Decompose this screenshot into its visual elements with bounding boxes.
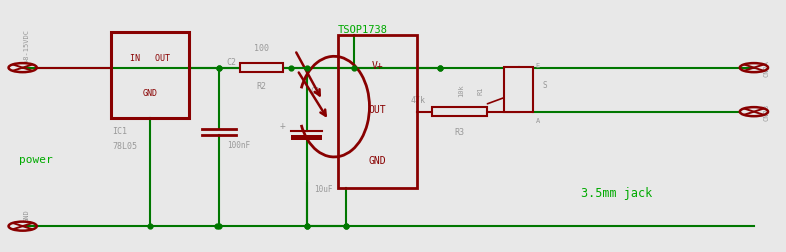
Text: 47k: 47k — [410, 95, 425, 104]
Text: R1: R1 — [478, 86, 484, 94]
Text: TSOP1738: TSOP1738 — [338, 25, 388, 35]
Bar — [432, 108, 487, 117]
Text: IN   OUT: IN OUT — [130, 54, 170, 63]
Text: R3: R3 — [454, 128, 465, 137]
Bar — [111, 33, 189, 118]
Bar — [505, 68, 533, 113]
Text: +8-15VDC: +8-15VDC — [24, 29, 30, 63]
Bar — [338, 36, 417, 189]
Text: R2: R2 — [256, 81, 266, 90]
Text: OUT: OUT — [369, 104, 386, 114]
Text: C1: C1 — [310, 86, 321, 96]
Text: S: S — [542, 81, 547, 90]
Text: CN2B: CN2B — [763, 104, 769, 121]
Text: 10k: 10k — [458, 84, 465, 97]
Text: GND: GND — [24, 208, 30, 221]
Bar — [240, 64, 283, 73]
Text: 10uF: 10uF — [314, 184, 333, 193]
Text: IC1: IC1 — [112, 127, 127, 136]
Text: 78L05: 78L05 — [112, 142, 137, 150]
Text: CN2A: CN2A — [763, 60, 769, 77]
Text: 100nF: 100nF — [226, 140, 250, 149]
Text: power: power — [19, 155, 53, 165]
Bar — [291, 136, 322, 140]
Text: V+: V+ — [372, 60, 384, 70]
Text: E: E — [536, 63, 540, 69]
Text: 3.5mm jack: 3.5mm jack — [582, 186, 652, 199]
Text: GND: GND — [142, 89, 157, 98]
Text: A: A — [536, 118, 540, 124]
Text: 100: 100 — [254, 44, 269, 53]
Text: +: + — [279, 121, 285, 131]
Text: C2: C2 — [226, 58, 237, 67]
Text: GND: GND — [369, 156, 386, 166]
